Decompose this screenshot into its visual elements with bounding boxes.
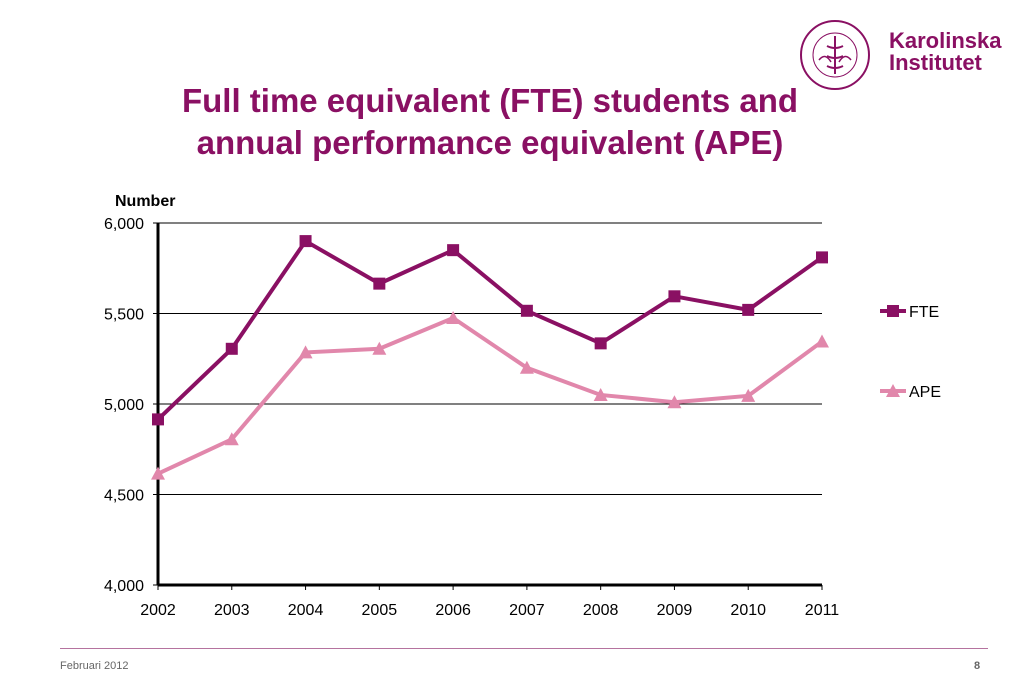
page-number: 8 xyxy=(974,660,981,672)
data-point-ape xyxy=(446,311,461,325)
data-point-fte xyxy=(225,342,238,355)
slide-title: Full time equivalent (FTE) students and … xyxy=(150,80,830,164)
footer-divider xyxy=(60,648,988,649)
karolinska-logo: Karolinska Institutet xyxy=(797,16,1007,94)
data-point-fte xyxy=(594,337,607,350)
x-tick-label: 2008 xyxy=(583,602,619,619)
data-point-ape xyxy=(519,360,534,374)
y-axis-label: Number xyxy=(115,193,175,210)
legend-marker-ape xyxy=(886,384,900,397)
data-point-fte xyxy=(520,304,533,317)
data-point-fte xyxy=(742,303,755,316)
x-tick-label: 2006 xyxy=(435,602,471,619)
series-line-fte xyxy=(156,238,824,421)
data-point-ape xyxy=(298,345,313,359)
y-tick-label: 5,000 xyxy=(104,397,144,414)
x-tick-label: 2010 xyxy=(730,602,766,619)
y-tick-label: 5,500 xyxy=(104,307,144,324)
x-tick-label: 2007 xyxy=(509,602,545,619)
logo-line-1: Karolinska xyxy=(889,28,1002,53)
data-point-ape xyxy=(593,387,608,401)
seal-icon xyxy=(800,20,870,90)
data-point-fte xyxy=(447,244,460,257)
x-tick-label: 2009 xyxy=(657,602,693,619)
x-tick-label: 2004 xyxy=(288,602,324,619)
y-tick-label: 4,000 xyxy=(104,578,144,595)
legend-label-ape: APE xyxy=(909,384,941,401)
x-tick-label: 2002 xyxy=(140,602,176,619)
footer-date: Februari 2012 xyxy=(60,660,129,672)
data-point-ape xyxy=(667,395,682,409)
data-point-fte xyxy=(816,251,828,264)
x-tick-label: 2011 xyxy=(805,602,840,619)
data-point-ape xyxy=(224,432,239,446)
legend-marker-fte xyxy=(887,305,899,317)
x-tick-label: 2005 xyxy=(362,602,398,619)
data-point-fte xyxy=(668,290,681,303)
logo-line-2: Institutet xyxy=(889,50,982,75)
data-point-ape xyxy=(151,466,165,480)
series-line-ape xyxy=(157,315,824,476)
x-tick-label: 2003 xyxy=(214,602,250,619)
data-point-ape xyxy=(372,341,387,355)
title-line-1: Full time equivalent (FTE) students and xyxy=(181,82,799,119)
data-point-ape xyxy=(741,388,756,402)
data-point-fte xyxy=(373,277,386,290)
y-tick-label: 4,500 xyxy=(104,488,144,505)
data-point-ape xyxy=(815,334,829,348)
data-point-fte xyxy=(299,235,312,248)
title-line-2: annual performance equivalent (APE) xyxy=(196,124,784,161)
legend-label-fte: FTE xyxy=(909,304,939,321)
y-tick-label: 6,000 xyxy=(104,216,144,233)
data-point-fte xyxy=(152,413,164,426)
